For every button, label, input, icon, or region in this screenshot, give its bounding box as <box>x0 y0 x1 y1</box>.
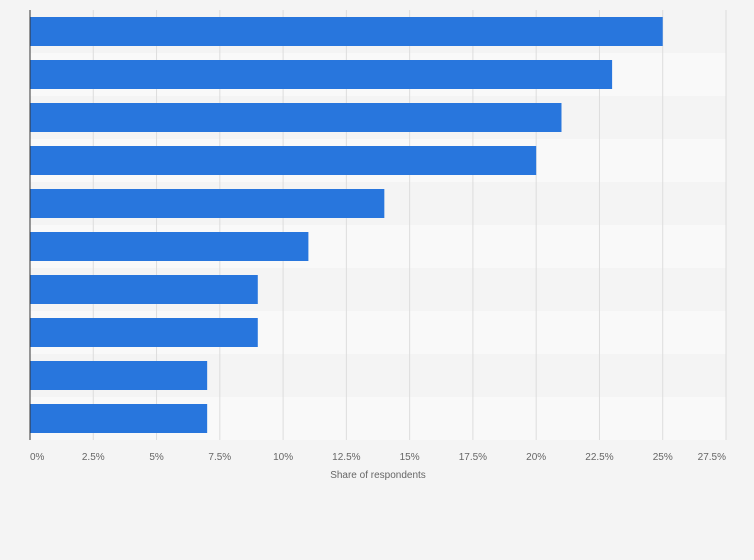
bar-5 <box>30 189 385 218</box>
x-tick-label: 5% <box>149 452 164 463</box>
bar-3 <box>30 103 562 132</box>
bar-4 <box>30 146 537 175</box>
x-tick-label: 12.5% <box>332 452 360 463</box>
x-axis-title: Share of respondents <box>330 470 426 481</box>
x-tick-label: 2.5% <box>82 452 105 463</box>
bar-6 <box>30 232 309 261</box>
x-tick-label: 10% <box>273 452 293 463</box>
x-tick-label: 20% <box>526 452 546 463</box>
bar-2 <box>30 60 613 89</box>
x-tick-label: 15% <box>400 452 420 463</box>
bar-1 <box>30 17 663 46</box>
x-tick-label: 17.5% <box>459 452 487 463</box>
bar-8 <box>30 318 258 347</box>
bars <box>30 17 663 433</box>
bar-9 <box>30 361 208 390</box>
x-tick-label: 0% <box>30 452 45 463</box>
x-axis-ticks: 0% 2.5% 5% 7.5% 10% 12.5% 15% 17.5% 20% 22.5% 25% 2… <box>30 452 726 463</box>
x-tick-label: 25% <box>653 452 673 463</box>
x-tick-label: 7.5% <box>208 452 231 463</box>
bar-7 <box>30 275 258 304</box>
x-tick-label: 27.5% <box>698 452 726 463</box>
x-tick-label: 22.5% <box>585 452 613 463</box>
bar-10 <box>30 404 208 433</box>
